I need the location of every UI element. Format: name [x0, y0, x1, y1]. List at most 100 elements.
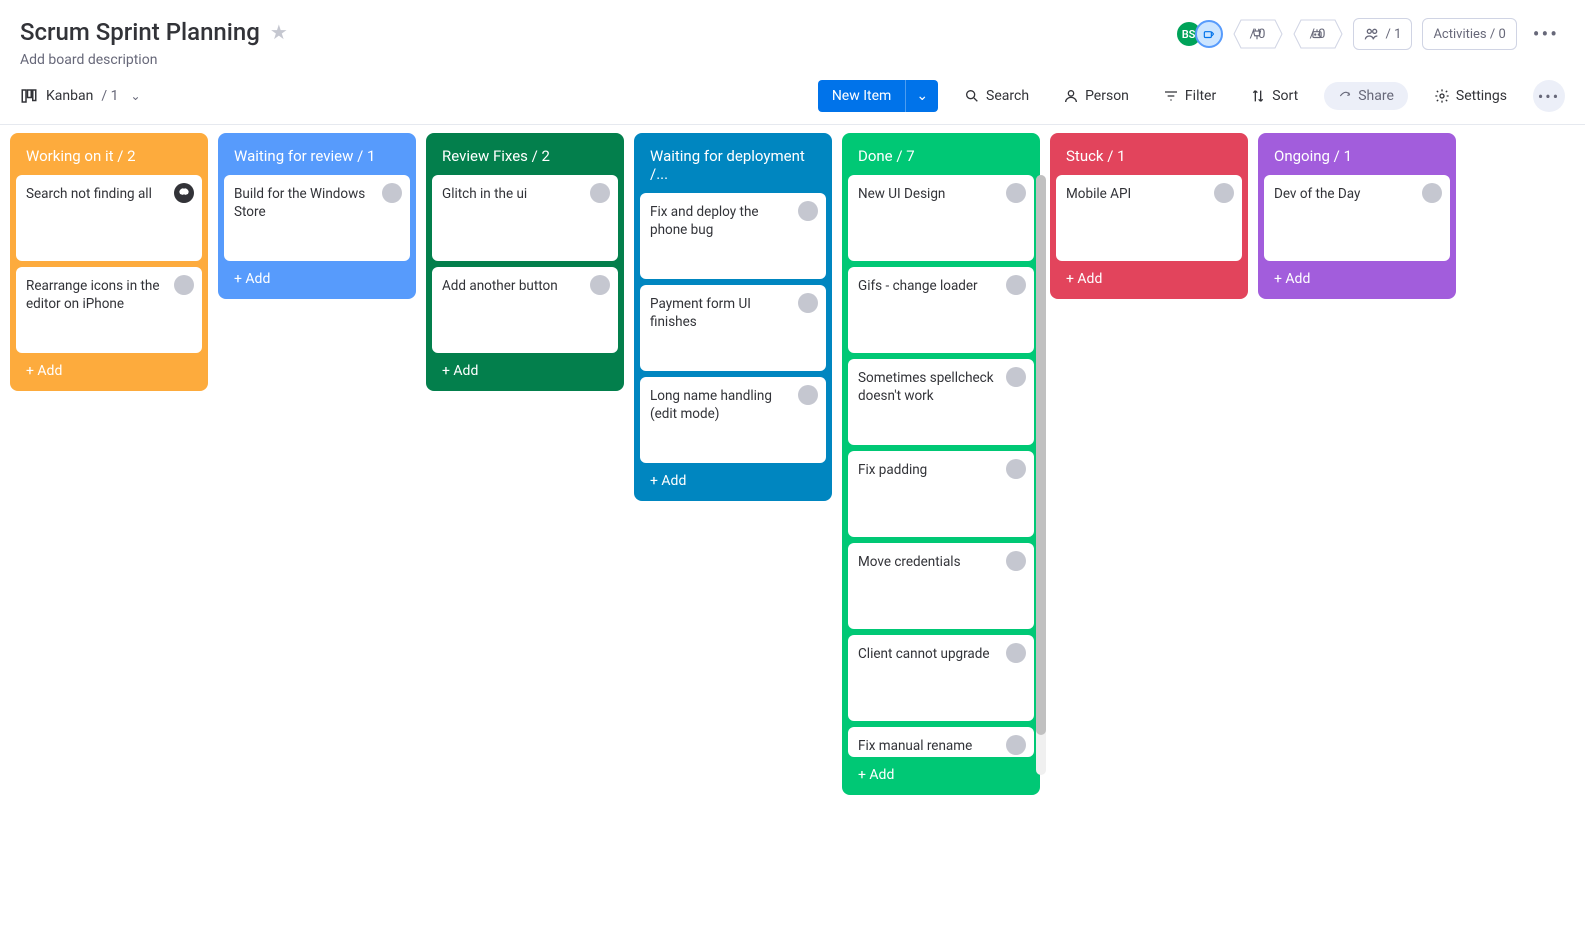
column-header[interactable]: Working on it / 2 — [16, 139, 202, 175]
kanban-card[interactable]: Fix manual rename — [848, 727, 1034, 757]
kanban-card[interactable]: Sometimes spellcheck doesn't work — [848, 359, 1034, 445]
card-title: Fix and deploy the phone bug — [650, 203, 816, 239]
add-card-button[interactable]: + Add — [848, 757, 1034, 789]
scrollbar-thumb[interactable] — [1036, 175, 1046, 735]
toolbar-right: New Item ⌄ Search Person Filter Sort Sha… — [818, 80, 1565, 112]
share-icon — [1338, 89, 1352, 103]
kanban-card[interactable]: Fix and deploy the phone bug — [640, 193, 826, 279]
members-count: / 1 — [1386, 27, 1402, 42]
cards-container: New UI Design Gifs - change loader Sometim… — [848, 175, 1034, 757]
kanban-card[interactable]: Glitch in the ui — [432, 175, 618, 261]
column-header[interactable]: Waiting for deployment /... — [640, 139, 826, 193]
kanban-card[interactable]: New UI Design — [848, 175, 1034, 261]
view-count: / 1 — [101, 88, 118, 104]
kanban-card[interactable]: Gifs - change loader — [848, 267, 1034, 353]
cards-container: Build for the Windows Store — [224, 175, 410, 261]
add-card-button[interactable]: + Add — [16, 353, 202, 385]
kanban-card[interactable]: Search not finding all — [16, 175, 202, 261]
column-header[interactable]: Review Fixes / 2 — [432, 139, 618, 175]
new-item-caret[interactable]: ⌄ — [905, 80, 938, 112]
page-header: Scrum Sprint Planning ★ Add board descri… — [0, 0, 1585, 68]
board-title[interactable]: Scrum Sprint Planning — [20, 18, 260, 46]
people-icon — [1364, 26, 1380, 42]
assignee-avatar[interactable] — [1006, 459, 1026, 479]
settings-button[interactable]: Settings — [1426, 82, 1515, 110]
search-button[interactable]: Search — [956, 82, 1037, 110]
members-button[interactable]: / 1 — [1353, 18, 1413, 50]
gear-icon — [1434, 88, 1450, 104]
assignee-avatar[interactable] — [1422, 183, 1442, 203]
filter-button[interactable]: Filter — [1155, 82, 1224, 110]
assignee-avatar[interactable] — [174, 183, 194, 203]
kanban-card[interactable]: Build for the Windows Store — [224, 175, 410, 261]
column-header[interactable]: Stuck / 1 — [1056, 139, 1242, 175]
add-card-button[interactable]: + Add — [1056, 261, 1242, 293]
integrations-button[interactable]: / 0 — [1233, 19, 1283, 49]
board-toolbar: Kanban / 1 ⌄ New Item ⌄ Search Person Fi… — [0, 68, 1585, 125]
add-card-button[interactable]: + Add — [640, 463, 826, 495]
column-header[interactable]: Ongoing / 1 — [1264, 139, 1450, 175]
share-button[interactable]: Share — [1324, 82, 1408, 110]
assignee-avatar[interactable] — [1006, 275, 1026, 295]
automations-button[interactable]: / 0 — [1293, 19, 1343, 49]
add-card-button[interactable]: + Add — [432, 353, 618, 385]
assignee-avatar[interactable] — [590, 183, 610, 203]
assignee-avatar[interactable] — [1214, 183, 1234, 203]
kanban-card[interactable]: Move credentials — [848, 543, 1034, 629]
activities-label: Activities / 0 — [1433, 27, 1505, 42]
assignee-avatar[interactable] — [1006, 551, 1026, 571]
kanban-card[interactable]: Add another button — [432, 267, 618, 353]
collaborator-avatars[interactable]: BS — [1183, 20, 1223, 48]
kanban-column: Waiting for review / 1 Build for the Wind… — [218, 133, 416, 299]
assignee-avatar[interactable] — [174, 275, 194, 295]
column-header[interactable]: Waiting for review / 1 — [224, 139, 410, 175]
board-description[interactable]: Add board description — [20, 52, 288, 68]
view-name: Kanban — [46, 88, 93, 104]
kanban-card[interactable]: Dev of the Day — [1264, 175, 1450, 261]
assignee-avatar[interactable] — [1006, 643, 1026, 663]
scrollbar[interactable] — [1036, 175, 1046, 775]
card-title: Gifs - change loader — [858, 277, 1024, 295]
kanban-card[interactable]: Payment form UI finishes — [640, 285, 826, 371]
kanban-card[interactable]: Mobile API — [1056, 175, 1242, 261]
settings-label: Settings — [1456, 88, 1507, 104]
card-title: Glitch in the ui — [442, 185, 608, 203]
filter-icon — [1163, 88, 1179, 104]
sort-label: Sort — [1272, 88, 1298, 104]
assignee-avatar[interactable] — [798, 201, 818, 221]
kanban-column: Stuck / 1Mobile API+ Add — [1050, 133, 1248, 299]
star-icon[interactable]: ★ — [270, 20, 288, 44]
filter-label: Filter — [1185, 88, 1216, 104]
kanban-card[interactable]: Long name handling (edit mode) — [640, 377, 826, 463]
assignee-avatar[interactable] — [382, 183, 402, 203]
cards-container: Mobile API — [1056, 175, 1242, 261]
card-title: Fix padding — [858, 461, 1024, 479]
assignee-avatar[interactable] — [1006, 735, 1026, 755]
assignee-avatar[interactable] — [798, 293, 818, 313]
header-more-icon[interactable]: ••• — [1527, 22, 1565, 46]
card-title: Rearrange icons in the editor on iPhone — [26, 277, 192, 313]
card-title: Build for the Windows Store — [234, 185, 400, 221]
kanban-column: Review Fixes / 2 Glitch in the ui Add anot… — [426, 133, 624, 391]
add-card-button[interactable]: + Add — [1264, 261, 1450, 293]
person-label: Person — [1085, 88, 1129, 104]
sort-button[interactable]: Sort — [1242, 82, 1306, 110]
card-title: Fix manual rename — [858, 737, 1024, 755]
add-card-button[interactable]: + Add — [224, 261, 410, 293]
kanban-column: Waiting for deployment /... Fix and deplo… — [634, 133, 832, 501]
kanban-card[interactable]: Client cannot upgrade — [848, 635, 1034, 721]
kanban-card[interactable]: Fix padding — [848, 451, 1034, 537]
card-title: Dev of the Day — [1274, 185, 1440, 203]
assignee-avatar[interactable] — [590, 275, 610, 295]
person-button[interactable]: Person — [1055, 82, 1137, 110]
view-switcher[interactable]: Kanban / 1 ⌄ — [20, 87, 141, 105]
assignee-avatar[interactable] — [1006, 183, 1026, 203]
kanban-card[interactable]: Rearrange icons in the editor on iPhone — [16, 267, 202, 353]
new-item-button[interactable]: New Item ⌄ — [818, 80, 938, 112]
assignee-avatar[interactable] — [798, 385, 818, 405]
card-title: New UI Design — [858, 185, 1024, 203]
activities-button[interactable]: Activities / 0 — [1422, 18, 1516, 50]
column-header[interactable]: Done / 7 — [848, 139, 1034, 175]
toolbar-more-button[interactable]: ••• — [1533, 80, 1565, 112]
assignee-avatar[interactable] — [1006, 367, 1026, 387]
